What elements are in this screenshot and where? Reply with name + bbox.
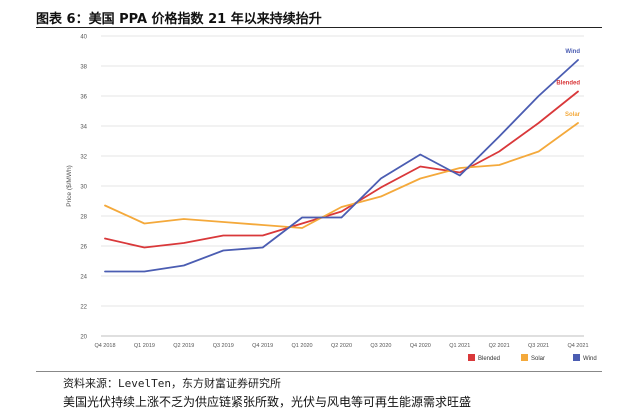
x-tick-label: Q2 2020	[331, 343, 352, 349]
x-tick-label: Q3 2020	[370, 343, 391, 349]
x-axis: Q4 2018 Q1 2019 Q2 2019 Q3 2019 Q4 2019 Q1 20…	[94, 335, 589, 349]
y-tick-label: 22	[80, 305, 87, 311]
series-layer	[104, 59, 579, 273]
series-line-solar	[104, 122, 579, 229]
y-axis-title: Price ($/MWh)	[66, 165, 73, 207]
source-note: 资料来源：LevelTen，东方财富证券研究所	[63, 377, 281, 390]
figure-caption: 图表 6：美国 PPA 价格指数 21 年以来持续抬升	[36, 12, 322, 27]
series-end-label-solar: Solar	[565, 112, 581, 118]
chart-container: 20 22 24 26 28 30 32 34 36 38 40 Price ($/MWh) Q4 2…	[63, 34, 613, 366]
series-end-label-blended: Blended	[556, 81, 580, 87]
x-tick-label: Q1 2019	[134, 343, 155, 349]
x-tick-label: Q2 2021	[489, 343, 510, 349]
y-tick-label: 26	[80, 245, 87, 251]
x-tick-label: Q4 2020	[410, 343, 431, 349]
x-tick-label: Q4 2021	[567, 343, 588, 349]
y-tick-label: 40	[80, 35, 87, 41]
x-tick-label: Q3 2019	[213, 343, 234, 349]
series-line-wind	[104, 59, 579, 273]
legend-swatch-solar	[521, 354, 528, 361]
y-tick-label: 24	[80, 275, 87, 281]
legend-swatch-blended	[468, 354, 475, 361]
y-tick-label: 30	[80, 185, 87, 191]
body-text: 美国光伏持续上涨不乏为供应链紧张所致，光伏与风电等可再生能源需求旺盛	[63, 395, 472, 409]
y-tick-label: 34	[80, 125, 87, 131]
x-tick-label: Q4 2018	[94, 343, 115, 349]
caption-divider	[36, 27, 602, 28]
x-tick-label: Q3 2021	[528, 343, 549, 349]
x-tick-label: Q1 2020	[292, 343, 313, 349]
x-tick-label: Q1 2021	[449, 343, 470, 349]
y-tick-label: 38	[80, 65, 87, 71]
series-end-label-wind: Wind	[565, 49, 580, 55]
x-tick-label: Q2 2019	[173, 343, 194, 349]
grid-layer	[101, 35, 584, 337]
y-tick-label: 28	[80, 215, 87, 221]
y-tick-label: 32	[80, 155, 87, 161]
series-line-blended	[104, 90, 579, 249]
legend-label-blended: Blended	[478, 356, 500, 362]
y-tick-label: 20	[80, 335, 87, 341]
footer-divider	[36, 371, 602, 372]
x-tick-label: Q4 2019	[252, 343, 273, 349]
series-label-layer: Blended Solar Wind	[556, 49, 580, 118]
y-axis: 20 22 24 26 28 30 32 34 36 38 40 Price ($/MWh)	[66, 35, 88, 341]
line-chart: 20 22 24 26 28 30 32 34 36 38 40 Price ($/MWh) Q4 2…	[66, 35, 597, 363]
legend-swatch-wind	[573, 354, 580, 361]
chart-legend: Blended Solar Wind	[468, 354, 597, 362]
legend-label-wind: Wind	[583, 356, 597, 362]
y-tick-label: 36	[80, 95, 87, 101]
legend-label-solar: Solar	[531, 356, 545, 362]
